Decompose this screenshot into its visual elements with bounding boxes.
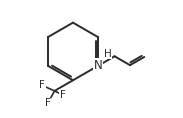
Text: F: F: [60, 90, 66, 100]
Text: F: F: [45, 98, 51, 108]
Text: H: H: [104, 48, 111, 59]
Text: N: N: [94, 59, 102, 72]
Text: F: F: [39, 80, 45, 90]
